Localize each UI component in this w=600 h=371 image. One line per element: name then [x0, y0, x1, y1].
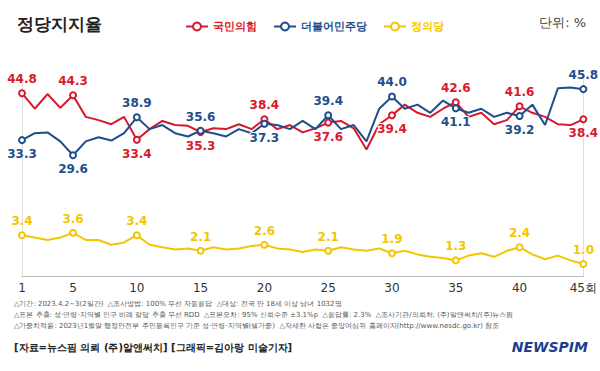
svg-text:45회: 45회 — [570, 281, 597, 295]
svg-text:35.6: 35.6 — [186, 110, 216, 124]
svg-text:35.3: 35.3 — [186, 139, 216, 153]
svg-text:35: 35 — [448, 281, 463, 295]
svg-text:국민의힘: 국민의힘 — [213, 20, 257, 33]
svg-text:1: 1 — [18, 281, 26, 295]
svg-text:33.4: 33.4 — [122, 147, 152, 161]
svg-text:44.0: 44.0 — [377, 75, 407, 89]
svg-text:41.6: 41.6 — [505, 85, 535, 99]
svg-text:3.4: 3.4 — [126, 214, 147, 228]
svg-text:△가중치적용: 2023년1월말 행정안전부 주민등록인구: △가중치적용: 2023년1월말 행정안전부 주민등록인구 기준 성·연령·지역… — [14, 322, 499, 330]
svg-text:3.6: 3.6 — [62, 212, 83, 226]
svg-text:37.3: 37.3 — [250, 131, 280, 145]
svg-text:38.4: 38.4 — [250, 98, 280, 112]
svg-text:2.1: 2.1 — [318, 230, 339, 244]
svg-text:44.3: 44.3 — [58, 74, 88, 88]
svg-text:△표본 추출: 성·연령·지역별 인구 비례 할당 추출 무: △표본 추출: 성·연령·지역별 인구 비례 할당 추출 무선 RDD △표본오… — [14, 311, 513, 319]
svg-text:20: 20 — [257, 281, 272, 295]
svg-text:29.6: 29.6 — [58, 162, 88, 176]
svg-text:41.1: 41.1 — [441, 115, 471, 129]
svg-text:1.0: 1.0 — [573, 243, 594, 257]
svg-text:44.8: 44.8 — [7, 72, 37, 86]
svg-text:40: 40 — [512, 281, 527, 295]
svg-text:NEWSPIM: NEWSPIM — [512, 339, 588, 355]
svg-text:37.6: 37.6 — [313, 130, 343, 144]
svg-text:3.4: 3.4 — [11, 214, 32, 228]
svg-text:38.9: 38.9 — [122, 96, 152, 110]
svg-text:30: 30 — [384, 281, 399, 295]
svg-text:39.4: 39.4 — [377, 122, 407, 136]
svg-text:단위: %: 단위: % — [539, 15, 586, 30]
svg-text:2.4: 2.4 — [509, 226, 530, 240]
svg-text:25: 25 — [321, 281, 336, 295]
svg-text:1.3: 1.3 — [445, 239, 466, 253]
svg-text:[자료=뉴스핌 의뢰 (주)알앤써치] [그래픽=김아랑 미: [자료=뉴스핌 의뢰 (주)알앤써치] [그래픽=김아랑 미술기자] — [14, 342, 292, 353]
svg-text:39.4: 39.4 — [313, 94, 343, 108]
svg-text:42.6: 42.6 — [441, 81, 471, 95]
svg-text:2.1: 2.1 — [190, 230, 211, 244]
svg-text:33.3: 33.3 — [7, 147, 37, 161]
svg-text:정당지지율: 정당지지율 — [17, 14, 102, 34]
svg-text:15: 15 — [193, 281, 208, 295]
svg-text:△기간: 2023.4.2~3(2일간) △조사방법: 1: △기간: 2023.4.2~3(2일간) △조사방법: 100% 무선 자동응답… — [14, 300, 342, 308]
svg-text:38.4: 38.4 — [569, 126, 599, 140]
svg-text:10: 10 — [129, 281, 144, 295]
svg-text:더불어민주당: 더불어민주당 — [301, 20, 367, 33]
svg-text:39.2: 39.2 — [505, 123, 535, 137]
svg-text:45.8: 45.8 — [569, 68, 599, 82]
svg-text:2.6: 2.6 — [254, 224, 275, 238]
svg-text:정의당: 정의당 — [411, 20, 444, 33]
svg-text:1.9: 1.9 — [381, 232, 402, 246]
svg-text:5: 5 — [69, 281, 77, 295]
